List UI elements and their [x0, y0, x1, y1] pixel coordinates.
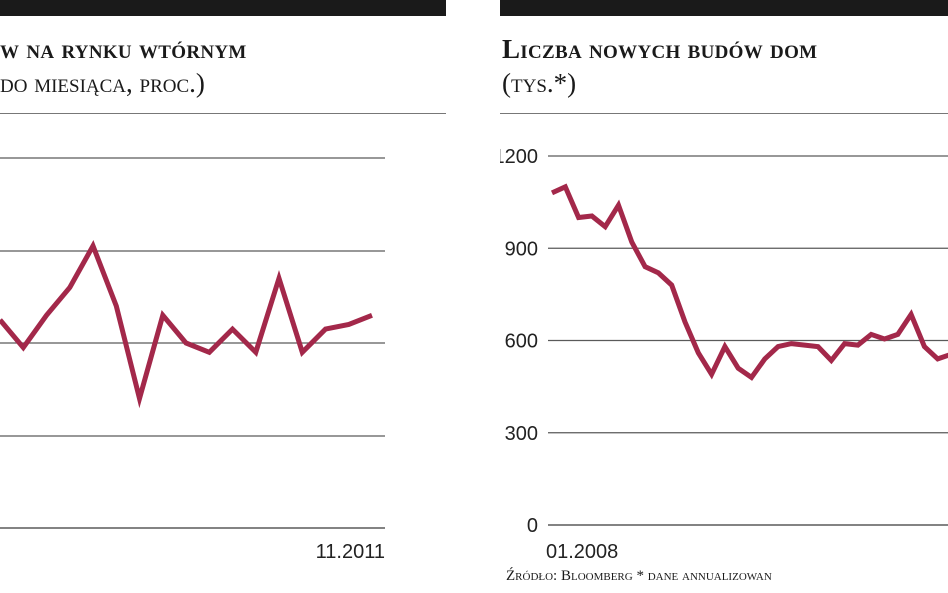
series-line: [550, 183, 948, 381]
right-chart-panel: Liczba nowych budów dom (tys.*) 0 300 600 9…: [500, 0, 948, 593]
header-divider: [500, 113, 948, 114]
y-tick-label: 900: [505, 238, 538, 260]
left-chart-panel: w na rynku wtórnym do miesiąca, proc.) 1…: [0, 0, 448, 593]
chart-title: Liczba nowych budów dom: [502, 34, 818, 64]
x-tick-label: 01.2008: [546, 541, 618, 563]
y-tick-label: 600: [505, 331, 538, 353]
source-note: Źródło: Bloomberg * dane annualizowan: [506, 568, 772, 584]
header-bar: [500, 0, 948, 16]
series-line: [0, 240, 373, 409]
chart-subtitle: (tys.*): [502, 68, 577, 98]
line-chart: 11.2011: [0, 157, 385, 563]
chart-subtitle: do miesiąca, proc.): [0, 68, 205, 98]
y-tick-label: 1200: [500, 146, 538, 168]
line-chart: 0 300 600 900 1200 01.2008: [500, 146, 948, 563]
header-divider: [0, 113, 446, 114]
y-tick-label: 300: [505, 423, 538, 445]
x-tick-label: 11.2011: [316, 541, 385, 563]
chart-title: w na rynku wtórnym: [0, 34, 247, 64]
header-bar: [0, 0, 446, 16]
y-tick-label: 0: [527, 515, 538, 537]
